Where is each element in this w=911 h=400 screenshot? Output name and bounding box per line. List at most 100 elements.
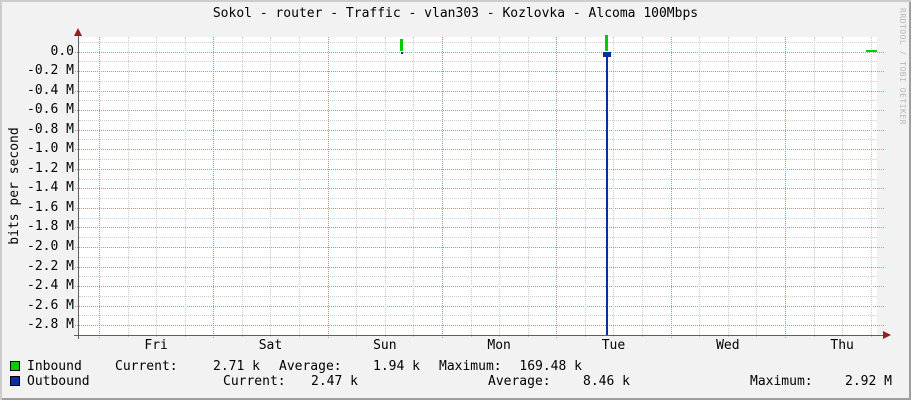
- h-gridline-minor: [79, 100, 877, 102]
- v-gridline-minor: [699, 37, 701, 337]
- v-gridline-minor: [184, 37, 186, 337]
- v-gridline-minor: [870, 37, 872, 337]
- y-axis-line: [78, 33, 79, 339]
- v-gridline-major: [556, 37, 558, 338]
- outbound-average-value: 8.46 k: [583, 374, 630, 389]
- outbound-current-label: Current:: [223, 374, 286, 389]
- h-gridline-major: [75, 247, 884, 248]
- outbound-spike: [605, 51, 608, 335]
- inbound-maximum-value: 169.48 k: [519, 359, 582, 374]
- v-gridline-minor: [127, 37, 129, 337]
- y-tick-label: -2.0 M: [27, 239, 74, 254]
- inbound-average-value: 1.94 k: [373, 359, 420, 374]
- inbound-current-segment: [866, 50, 877, 53]
- h-gridline-major: [75, 207, 884, 209]
- y-tick-label: 0.0: [50, 43, 74, 59]
- v-gridline-minor: [756, 37, 758, 337]
- h-gridline-minor: [79, 276, 877, 278]
- x-tick-label: Thu: [830, 338, 854, 353]
- outbound-label: Outbound: [27, 374, 90, 389]
- inbound-spike: [605, 34, 609, 52]
- h-gridline-major: [75, 266, 884, 268]
- x-tick-label: Sun: [373, 338, 397, 353]
- h-gridline-major: [75, 71, 884, 73]
- h-gridline-major: [75, 188, 884, 190]
- v-gridline-minor: [727, 37, 729, 337]
- h-gridline-major: [75, 305, 884, 307]
- v-gridline-minor: [299, 37, 301, 337]
- outbound-maximum-value: 2.92 M: [845, 374, 892, 389]
- x-axis-line: [74, 335, 884, 336]
- h-gridline-minor: [79, 217, 877, 219]
- h-gridline-minor: [79, 119, 877, 121]
- y-tick-label: -1.0 M: [27, 141, 74, 157]
- h-gridline-minor: [79, 159, 877, 161]
- h-gridline-major: [75, 110, 884, 112]
- x-tick-label: Sat: [258, 338, 283, 353]
- v-gridline-minor: [527, 37, 529, 337]
- outbound-current-value: 2.47 k: [311, 374, 358, 389]
- h-gridline-major: [75, 149, 884, 151]
- outbound-maximum-label: Maximum:: [750, 374, 813, 389]
- inbound-swatch-icon: [10, 361, 20, 371]
- inbound-current-label: Current:: [115, 359, 178, 374]
- y-tick-label: -1.8 M: [27, 219, 74, 235]
- v-gridline-minor: [499, 37, 501, 337]
- y-tick-label: -0.2 M: [27, 63, 74, 79]
- v-gridline-minor: [813, 37, 815, 337]
- v-gridline-minor: [270, 37, 272, 337]
- y-tick-label: -0.6 M: [27, 102, 74, 118]
- y-tick-label: -2.6 M: [27, 297, 74, 313]
- h-gridline-major: [75, 168, 884, 170]
- v-gridline-major: [670, 37, 672, 338]
- y-axis-arrow-icon: [74, 28, 82, 36]
- legend-row-inbound: Inbound Current: 2.71 k Average: 1.94 k …: [0, 360, 911, 374]
- inbound-spike: [400, 39, 404, 52]
- x-tick-label: Tue: [601, 338, 626, 353]
- inbound-label: Inbound: [27, 359, 82, 374]
- v-gridline-major: [327, 37, 329, 338]
- v-gridline-minor: [384, 37, 386, 337]
- v-gridline-minor: [356, 37, 358, 337]
- h-gridline-minor: [79, 61, 877, 63]
- v-gridline-major: [441, 37, 443, 338]
- outbound-swatch-icon: [10, 376, 20, 386]
- x-tick-label: Fri: [144, 338, 168, 353]
- h-gridline-minor: [79, 139, 877, 141]
- v-gridline-minor: [842, 37, 844, 337]
- y-tick-label: -0.8 M: [27, 121, 74, 137]
- h-gridline-major: [75, 51, 884, 53]
- v-gridline-major: [784, 37, 786, 338]
- outbound-spike-head: [602, 51, 611, 57]
- y-tick-label: -0.4 M: [27, 82, 74, 98]
- h-gridline-minor: [79, 256, 877, 258]
- outbound-spike: [400, 51, 403, 54]
- h-gridline-minor: [79, 178, 877, 180]
- v-gridline-minor: [241, 37, 243, 337]
- y-tick-label: -2.4 M: [27, 278, 74, 294]
- h-gridline-major: [75, 286, 884, 288]
- plot-canvas: [79, 37, 877, 335]
- h-gridline-minor: [79, 80, 877, 82]
- graph-title: Sokol - router - Traffic - vlan303 - Koz…: [212, 6, 699, 21]
- v-gridline-minor: [613, 37, 615, 337]
- legend-row-outbound: Outbound Current: 2.47 k Average: 8.46 k…: [0, 375, 911, 389]
- h-gridline-major: [75, 325, 884, 327]
- h-gridline-major: [75, 227, 884, 229]
- v-gridline-major: [99, 37, 100, 338]
- h-gridline-major: [75, 90, 884, 92]
- v-gridline-minor: [156, 37, 158, 337]
- v-gridline-minor: [413, 37, 415, 337]
- y-tick-label: -1.6 M: [27, 199, 74, 215]
- h-gridline-minor: [79, 295, 877, 297]
- h-gridline-minor: [79, 315, 877, 317]
- h-gridline-minor: [79, 198, 877, 200]
- inbound-average-label: Average:: [279, 359, 342, 374]
- h-gridline-major: [75, 129, 884, 131]
- y-tick-label: -1.2 M: [27, 160, 74, 176]
- x-tick-label: Mon: [487, 338, 511, 353]
- inbound-maximum-label: Maximum:: [439, 359, 502, 374]
- inbound-current-value: 2.71 k: [213, 359, 260, 374]
- x-tick-label: Wed: [716, 338, 740, 353]
